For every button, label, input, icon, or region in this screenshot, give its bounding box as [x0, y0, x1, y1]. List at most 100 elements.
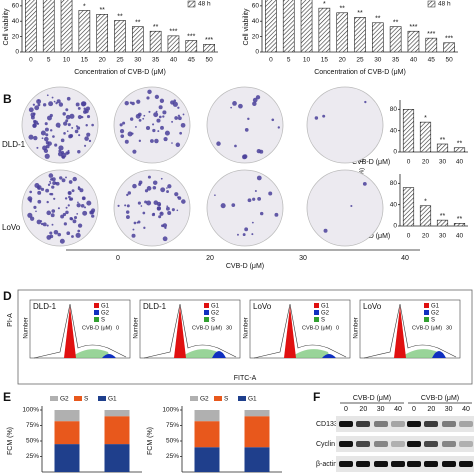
colony: [49, 231, 53, 235]
band: [442, 421, 456, 427]
colony: [80, 101, 87, 107]
colony: [49, 182, 52, 184]
colony: [127, 191, 132, 195]
colony: [177, 196, 182, 200]
legend-label: G1: [321, 304, 330, 310]
phase-g2: [102, 354, 116, 358]
colony: [46, 94, 49, 97]
blot-strip: [336, 416, 474, 432]
colony: [158, 115, 162, 119]
colony: [271, 118, 275, 122]
axis-label: FITC-A: [234, 375, 257, 382]
colony: [152, 180, 158, 185]
colony: [77, 106, 81, 110]
x-tick-label: 50: [445, 57, 453, 64]
bar: [282, 0, 295, 52]
colony: [162, 223, 168, 228]
colony: [362, 181, 367, 186]
colony: [62, 112, 66, 116]
dose-value: 30: [226, 325, 232, 331]
colony: [77, 114, 82, 120]
y-axis-label: Cell viability: [3, 8, 10, 45]
legend-swatch: [314, 303, 319, 308]
y-tick-label: 100%: [22, 407, 39, 414]
protein-label: CD133: [316, 421, 338, 428]
colony: [132, 183, 137, 189]
colony: [162, 115, 165, 118]
colony: [124, 100, 129, 106]
cell-line: LoVo: [363, 302, 382, 311]
colony: [251, 233, 254, 236]
x-tick-label: 20: [99, 57, 107, 64]
colony: [33, 119, 37, 124]
significance: **: [457, 216, 463, 223]
colony: [76, 203, 81, 208]
colony: [68, 180, 73, 184]
significance: **: [440, 213, 446, 220]
colony: [33, 205, 37, 209]
colony: [70, 217, 74, 221]
colony: [71, 235, 74, 238]
colony: [137, 201, 141, 205]
protein-label: Cyclin D1: [316, 441, 346, 448]
plot: [25, 0, 215, 52]
colony: [29, 190, 33, 194]
dose-label: 20: [359, 406, 367, 413]
legend-label: G2: [431, 311, 440, 317]
plot: [402, 187, 466, 226]
bar-segment: [104, 444, 130, 472]
band: [339, 461, 353, 467]
panel-letter: E: [3, 390, 11, 404]
colony: [36, 99, 42, 104]
colony: [126, 193, 129, 197]
colony: [158, 215, 162, 219]
colony: [252, 101, 257, 106]
x-tick-label: 40: [456, 159, 464, 166]
colony: [42, 103, 47, 107]
legend-swatch: [98, 396, 106, 401]
colony: [175, 142, 181, 148]
colony: [59, 176, 63, 180]
colony: [72, 176, 77, 182]
colony: [34, 183, 40, 189]
colony: [80, 204, 85, 208]
colony: [138, 182, 142, 186]
bar: [443, 42, 455, 52]
dose-value: 30: [446, 325, 452, 331]
colony: [167, 210, 172, 215]
colony: [182, 113, 185, 116]
plate: [206, 169, 284, 247]
y-tick-label: 40: [12, 18, 20, 25]
colony: [234, 144, 237, 148]
colony: [61, 152, 67, 158]
colony: [143, 226, 146, 229]
x-tick-label: 45: [188, 57, 196, 64]
colony: [129, 101, 133, 104]
colony: [65, 119, 69, 123]
colony: [127, 131, 133, 137]
colony: [27, 196, 33, 202]
colony: [174, 192, 179, 197]
colony: [138, 139, 142, 142]
colony: [57, 232, 62, 237]
significance: ***: [187, 33, 195, 40]
colony: [171, 208, 175, 212]
dose-label: 30: [445, 406, 453, 413]
legend-label: S: [211, 318, 215, 324]
x-tick-label: 10: [303, 57, 311, 64]
legend-swatch: [314, 317, 319, 322]
x-tick-label: 35: [392, 57, 400, 64]
bar-segment: [194, 410, 220, 422]
colony: [69, 133, 74, 138]
bar: [185, 40, 198, 52]
colony: [137, 112, 142, 117]
x-tick-label: 40: [410, 57, 418, 64]
row-label: DLD-1: [2, 140, 26, 149]
plate: [206, 86, 284, 164]
colony: [60, 138, 65, 143]
histogram-outline: [363, 303, 457, 359]
panel-letter: F: [313, 390, 320, 404]
colony: [230, 106, 232, 109]
y-tick-label: 0: [15, 49, 19, 56]
colony: [155, 110, 158, 113]
